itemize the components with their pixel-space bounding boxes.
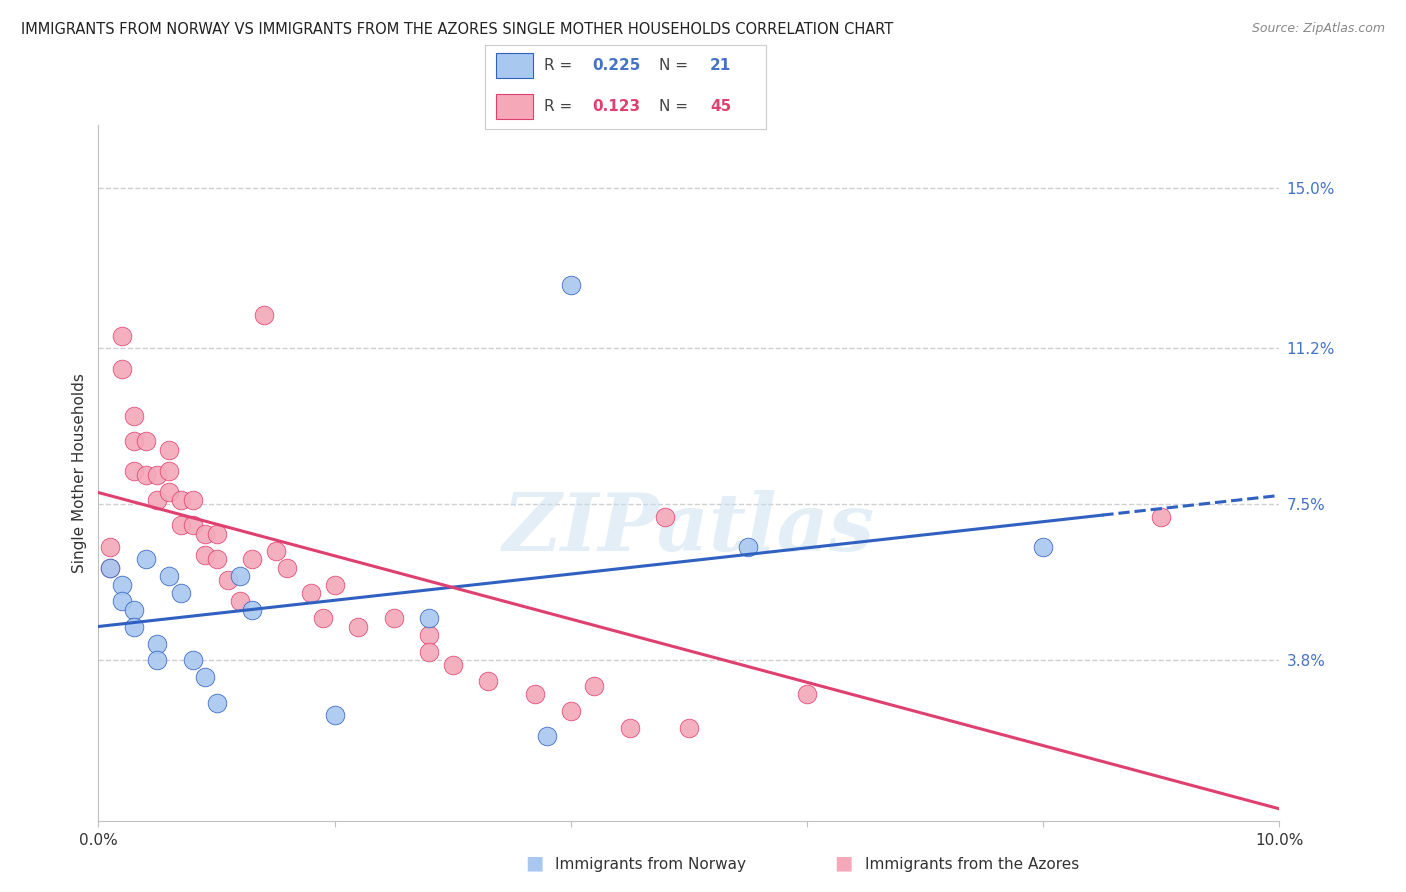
Text: Immigrants from Norway: Immigrants from Norway [555, 857, 747, 872]
Point [157, 464, 180, 478]
Point [135, 434, 157, 449]
Point [229, 594, 252, 608]
Text: N =: N = [659, 99, 693, 114]
Point [560, 278, 582, 293]
Point [111, 594, 134, 608]
Point [1150, 510, 1173, 524]
Point [157, 484, 180, 499]
Point [737, 540, 759, 554]
Bar [496, 54, 533, 78]
Point [796, 687, 818, 701]
Text: Source: ZipAtlas.com: Source: ZipAtlas.com [1251, 22, 1385, 36]
Point [299, 586, 322, 600]
Point [418, 611, 440, 625]
Point [122, 434, 145, 449]
Point [135, 552, 157, 566]
Point [98, 540, 121, 554]
Point [157, 442, 180, 457]
Point [583, 679, 606, 693]
Point [194, 670, 217, 684]
Point [170, 518, 193, 533]
Point [170, 586, 193, 600]
Text: R =: R = [544, 99, 578, 114]
Point [98, 560, 121, 574]
Point [240, 603, 263, 617]
Point [264, 543, 287, 558]
Bar [496, 94, 533, 120]
Point [194, 527, 217, 541]
Text: N =: N = [659, 58, 693, 73]
Point [194, 548, 217, 562]
Point [276, 560, 298, 574]
Text: 0.225: 0.225 [592, 58, 640, 73]
Point [122, 603, 145, 617]
Point [229, 569, 252, 583]
Point [170, 493, 193, 508]
Point [619, 721, 641, 735]
Point [240, 552, 263, 566]
Point [312, 611, 335, 625]
Text: IMMIGRANTS FROM NORWAY VS IMMIGRANTS FROM THE AZORES SINGLE MOTHER HOUSEHOLDS CO: IMMIGRANTS FROM NORWAY VS IMMIGRANTS FRO… [21, 22, 893, 37]
Point [146, 636, 169, 650]
Text: ■: ■ [834, 854, 853, 872]
Point [146, 653, 169, 667]
Point [418, 645, 440, 659]
Point [98, 560, 121, 574]
Text: 21: 21 [710, 58, 731, 73]
Text: Immigrants from the Azores: Immigrants from the Azores [865, 857, 1078, 872]
Y-axis label: Single Mother Households: Single Mother Households [72, 373, 87, 573]
Text: R =: R = [544, 58, 578, 73]
Point [441, 657, 464, 672]
Point [181, 653, 204, 667]
Point [477, 674, 499, 689]
Text: 45: 45 [710, 99, 731, 114]
Text: ZIPatlas: ZIPatlas [503, 490, 875, 567]
Point [146, 467, 169, 482]
Point [111, 328, 134, 343]
Point [524, 687, 547, 701]
Point [181, 518, 204, 533]
Point [122, 409, 145, 423]
Text: ■: ■ [524, 854, 544, 872]
Point [253, 308, 276, 322]
Point [205, 552, 228, 566]
Point [205, 527, 228, 541]
Point [111, 362, 134, 376]
Point [1032, 540, 1054, 554]
Point [135, 467, 157, 482]
Point [323, 577, 346, 591]
Point [347, 620, 370, 634]
Text: 0.123: 0.123 [592, 99, 640, 114]
Point [181, 493, 204, 508]
Point [323, 708, 346, 723]
Point [217, 574, 239, 588]
Point [536, 729, 558, 743]
Point [146, 493, 169, 508]
Point [654, 510, 676, 524]
Point [418, 628, 440, 642]
Point [560, 704, 582, 718]
Point [205, 696, 228, 710]
Point [157, 569, 180, 583]
Point [382, 611, 405, 625]
Point [122, 464, 145, 478]
Point [122, 620, 145, 634]
Point [678, 721, 700, 735]
Point [111, 577, 134, 591]
